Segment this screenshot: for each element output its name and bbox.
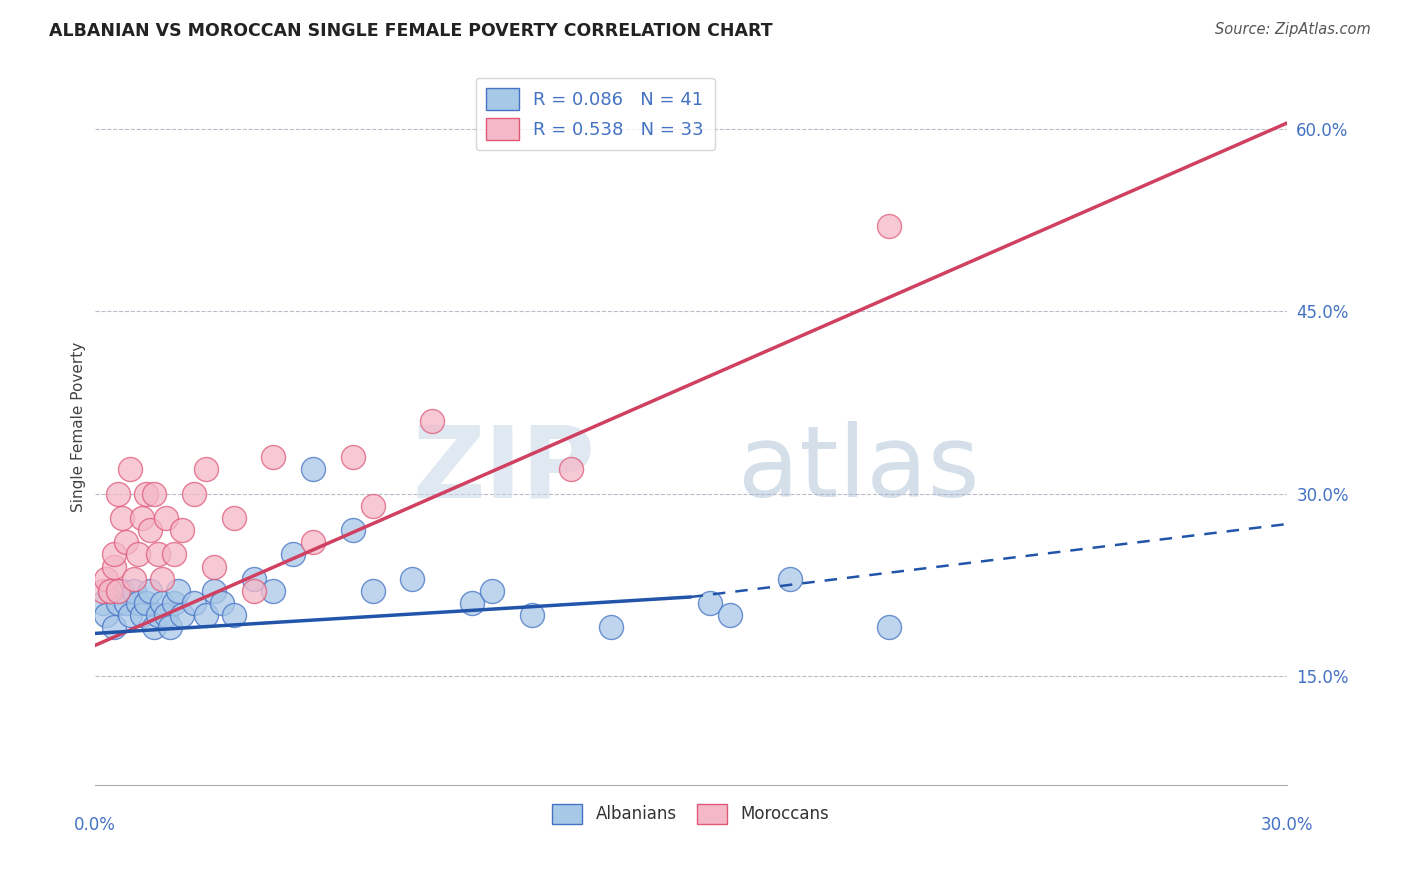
Text: 30.0%: 30.0%	[1260, 815, 1313, 834]
Text: atlas: atlas	[738, 421, 980, 518]
Point	[202, 583, 225, 598]
Point	[146, 548, 169, 562]
Point	[107, 583, 129, 598]
Point	[481, 583, 503, 598]
Point	[135, 487, 157, 501]
Point	[107, 487, 129, 501]
Point	[222, 608, 245, 623]
Point	[361, 583, 384, 598]
Point	[111, 511, 134, 525]
Point	[342, 523, 364, 537]
Point	[107, 596, 129, 610]
Point	[120, 608, 142, 623]
Point	[120, 462, 142, 476]
Point	[96, 608, 118, 623]
Point	[139, 523, 162, 537]
Point	[91, 583, 114, 598]
Point	[242, 583, 264, 598]
Point	[155, 511, 177, 525]
Point	[135, 596, 157, 610]
Point	[877, 620, 900, 634]
Point	[155, 608, 177, 623]
Point	[96, 572, 118, 586]
Point	[600, 620, 623, 634]
Point	[183, 487, 205, 501]
Point	[461, 596, 484, 610]
Point	[131, 511, 153, 525]
Text: Source: ZipAtlas.com: Source: ZipAtlas.com	[1215, 22, 1371, 37]
Point	[401, 572, 423, 586]
Point	[718, 608, 741, 623]
Point	[111, 583, 134, 598]
Point	[361, 499, 384, 513]
Point	[194, 462, 217, 476]
Point	[170, 608, 193, 623]
Point	[124, 583, 146, 598]
Point	[262, 583, 284, 598]
Point	[302, 535, 325, 549]
Point	[211, 596, 233, 610]
Point	[127, 596, 149, 610]
Point	[115, 596, 138, 610]
Text: ZIP: ZIP	[412, 421, 595, 518]
Point	[100, 583, 122, 598]
Point	[159, 620, 181, 634]
Point	[194, 608, 217, 623]
Point	[877, 219, 900, 234]
Point	[420, 414, 443, 428]
Point	[124, 572, 146, 586]
Point	[103, 559, 125, 574]
Point	[115, 535, 138, 549]
Point	[163, 548, 186, 562]
Point	[183, 596, 205, 610]
Point	[100, 583, 122, 598]
Point	[202, 559, 225, 574]
Point	[150, 596, 173, 610]
Point	[699, 596, 721, 610]
Point	[167, 583, 190, 598]
Text: ALBANIAN VS MOROCCAN SINGLE FEMALE POVERTY CORRELATION CHART: ALBANIAN VS MOROCCAN SINGLE FEMALE POVER…	[49, 22, 773, 40]
Point	[143, 487, 166, 501]
Point	[146, 608, 169, 623]
Point	[103, 548, 125, 562]
Point	[163, 596, 186, 610]
Point	[560, 462, 582, 476]
Point	[103, 620, 125, 634]
Point	[170, 523, 193, 537]
Text: 0.0%: 0.0%	[73, 815, 115, 834]
Point	[779, 572, 801, 586]
Point	[150, 572, 173, 586]
Point	[127, 548, 149, 562]
Point	[262, 450, 284, 465]
Point	[143, 620, 166, 634]
Point	[222, 511, 245, 525]
Point	[283, 548, 305, 562]
Legend: Albanians, Moroccans: Albanians, Moroccans	[546, 797, 835, 830]
Point	[242, 572, 264, 586]
Point	[139, 583, 162, 598]
Y-axis label: Single Female Poverty: Single Female Poverty	[72, 342, 86, 512]
Point	[520, 608, 543, 623]
Point	[302, 462, 325, 476]
Point	[131, 608, 153, 623]
Point	[91, 596, 114, 610]
Point	[342, 450, 364, 465]
